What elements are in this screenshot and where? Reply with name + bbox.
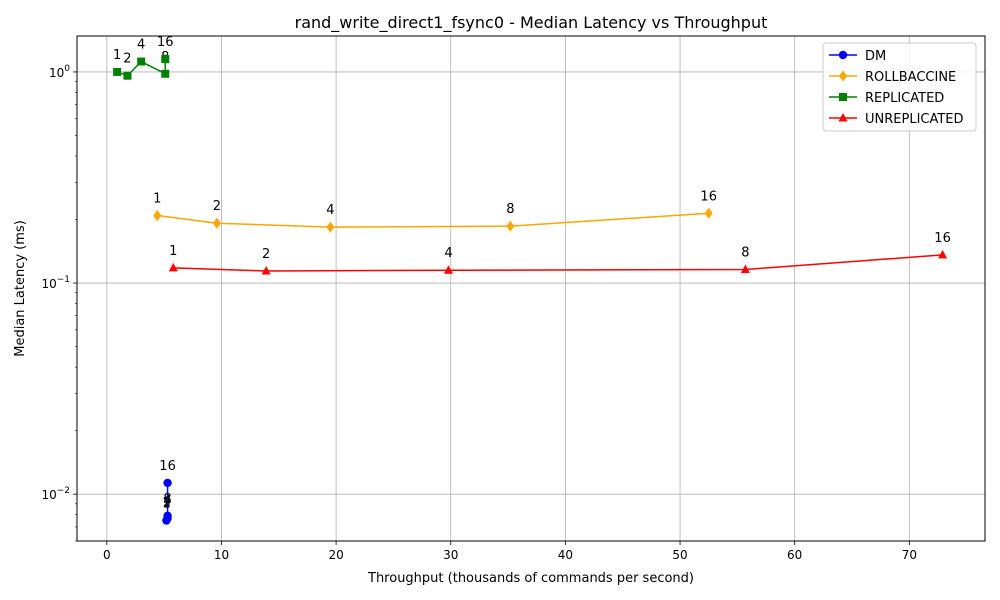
data-point [261,266,271,275]
legend-label: DM [865,49,886,64]
data-point [704,207,713,219]
x-tick-label: 20 [328,548,343,562]
data-label: 8 [741,245,749,260]
x-axis-label: Throughput (thousands of commands per se… [367,571,694,586]
y-tick-base: 10 [49,66,64,80]
data-label: 2 [163,495,171,510]
data-label: 4 [137,38,145,53]
data-label: 4 [326,203,334,218]
x-tick-label: 70 [902,548,917,562]
data-label: 16 [700,189,717,204]
x-tick-label: 30 [443,548,458,562]
y-tick-exponent: −1 [57,275,70,285]
plot-frame [76,35,986,542]
data-point [443,265,453,274]
data-label: 2 [262,247,270,262]
data-point [161,69,170,78]
data-label: 8 [506,202,514,217]
x-tick-label: 50 [672,548,687,562]
legend-label: UNREPLICATED [865,112,964,127]
data-point [161,55,170,64]
series-rollbaccine: 1 2 4 8 16 [153,189,717,233]
data-point [326,221,335,233]
legend-label: ROLLBACCINE [865,70,956,85]
data-point [163,511,172,520]
data-label: 1 [113,48,121,63]
x-tick-label: 40 [558,548,573,562]
data-point [113,67,122,76]
data-label: 4 [163,494,171,509]
data-point [938,249,948,259]
data-label: 16 [159,459,176,474]
legend-item: ROLLBACCINE [829,70,956,85]
data-point [137,57,146,66]
legend-marker [839,70,847,82]
data-label: 1 [169,244,177,259]
data-point [212,217,221,229]
chart-title: rand_write_direct1_fsync0 - Median Laten… [295,13,768,33]
data-point [506,220,515,232]
data-label: 1 [162,497,170,512]
y-tick-label: 10−1 [41,275,70,291]
data-label: 2 [213,199,221,214]
legend-label: REPLICATED [865,91,944,106]
legend: DM ROLLBACCINE REPLICATED UNREPLICATED [822,42,977,132]
series-layer: 124816124816124816124816 [113,35,951,525]
data-label: 16 [934,231,951,246]
data-label: 2 [123,52,131,67]
legend-item: UNREPLICATED [829,112,964,127]
y-axis-label: Median Latency (ms) [13,220,28,357]
data-point [153,209,162,221]
x-axis-ticks: 0 10 20 30 40 50 60 70 [103,541,917,562]
legend-marker [839,93,847,101]
legend-box [822,42,977,132]
data-label: 16 [157,35,174,50]
data-point [163,478,172,488]
data-point [740,264,750,273]
x-tick-label: 60 [787,548,802,562]
legend-item: DM [829,49,886,64]
y-tick-exponent: 0 [64,64,70,74]
data-label: 4 [444,246,452,261]
legend-marker [838,113,848,122]
y-tick-exponent: −2 [57,486,70,496]
data-label: 8 [163,492,171,507]
data-point [168,262,178,272]
series-unreplicated: 1 2 4 8 16 [168,231,951,275]
y-tick-label: 100 [49,64,70,80]
data-label: 1 [153,191,161,206]
y-tick-label: 10−2 [41,486,70,502]
y-tick-base: 10 [41,488,56,502]
y-tick-base: 10 [41,277,56,291]
data-point [123,71,132,80]
legend-marker [838,50,848,60]
legend-item: REPLICATED [829,91,944,106]
x-tick-label: 10 [214,548,229,562]
x-tick-label: 0 [103,548,111,562]
